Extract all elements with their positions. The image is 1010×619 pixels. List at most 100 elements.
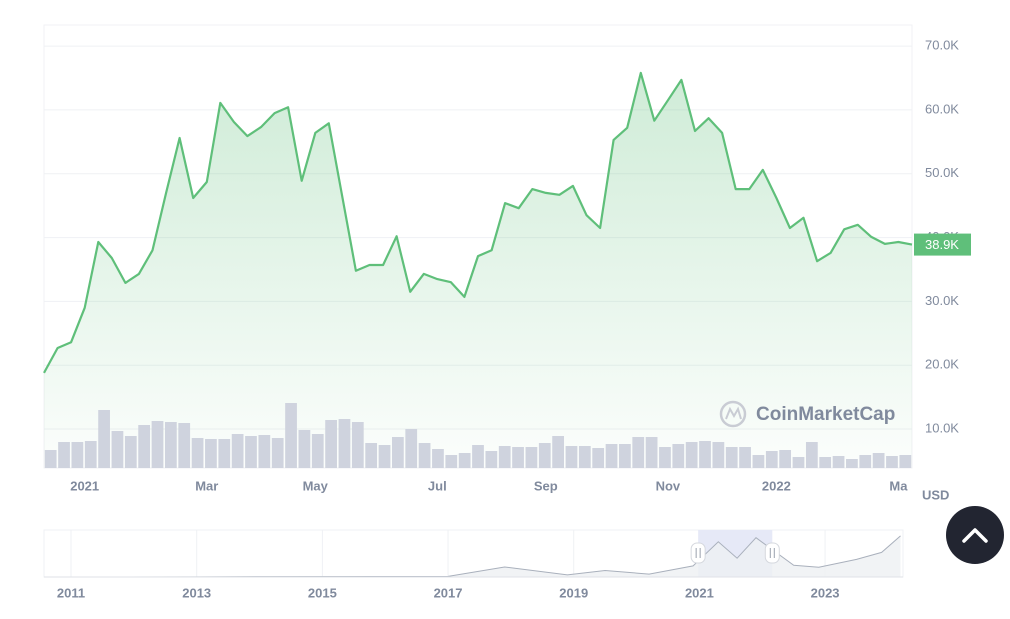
volume-bar — [699, 441, 711, 468]
watermark: CoinMarketCap — [719, 400, 895, 428]
area-gradient — [44, 72, 912, 469]
volume-bar — [712, 442, 725, 468]
volume-bar — [578, 446, 591, 468]
volume-bar — [819, 457, 832, 468]
volume-bar — [645, 437, 658, 468]
volume-bar — [245, 436, 257, 468]
price-line — [43, 71, 913, 374]
volume-bar — [472, 445, 484, 468]
x-tick-label: Jul — [428, 478, 447, 493]
y-tick-label: 10.0K — [925, 420, 959, 435]
x-tick-label: 2022 — [762, 478, 791, 493]
volume-bar — [792, 457, 805, 468]
volume-bar — [164, 422, 177, 468]
volume-bar — [432, 449, 444, 468]
y-tick-label: 30.0K — [925, 293, 959, 308]
y-tick-label: 60.0K — [925, 101, 959, 116]
volume-bar — [98, 410, 110, 468]
volume-bar — [846, 459, 858, 468]
volume-bar — [832, 456, 845, 468]
volume-bar — [805, 442, 818, 468]
volume-bar — [178, 423, 191, 468]
volume-bar — [231, 434, 244, 468]
volume-bar — [445, 455, 458, 468]
volume-bar — [632, 437, 645, 468]
volume-bar — [525, 447, 538, 468]
navigator-handle[interactable] — [690, 542, 706, 564]
volume-bar — [205, 439, 217, 468]
navigator-tick-label: 2021 — [685, 585, 714, 600]
handle-grip — [769, 548, 775, 558]
volume-bar — [84, 441, 97, 468]
volume-bar — [659, 447, 671, 468]
volume-bar — [552, 436, 564, 468]
watermark-text: CoinMarketCap — [756, 404, 895, 425]
x-tick-label: Mar — [195, 478, 218, 493]
handle-body — [764, 542, 780, 564]
volume-bar — [44, 450, 57, 468]
volume-bar — [752, 455, 765, 468]
volume-bar — [405, 429, 418, 468]
volume-bar — [111, 431, 124, 468]
volume-bar — [779, 450, 792, 468]
watermark-logo-mark — [725, 406, 742, 420]
volume-bar — [859, 455, 872, 468]
volume-bar — [311, 434, 324, 468]
scroll-top-button[interactable] — [946, 506, 1004, 564]
volume-bar — [458, 453, 471, 468]
volume-bar — [725, 447, 738, 468]
volume-bar — [271, 438, 284, 468]
volume-bar — [512, 447, 524, 468]
handle-grip — [695, 548, 701, 558]
navigator-tick-label: 2011 — [57, 585, 85, 600]
navigator-tick-label: 2013 — [182, 585, 211, 600]
volume-bar — [899, 455, 912, 468]
navigator-handle[interactable] — [764, 542, 780, 564]
x-tick-label: Sep — [534, 478, 558, 493]
volume-bar — [258, 435, 271, 468]
x-tick-label: Nov — [656, 478, 681, 493]
price-tag — [914, 233, 971, 256]
price-tag-label: 38.9K — [925, 237, 959, 252]
volume-bar — [218, 439, 231, 468]
volume-bar — [498, 446, 511, 468]
volume-bar — [538, 443, 551, 468]
volume-bar — [378, 445, 391, 468]
x-tick-label: May — [303, 478, 329, 493]
volume-bar — [285, 403, 297, 468]
volume-bar — [71, 442, 84, 468]
volume-bar — [58, 442, 70, 468]
volume-bar — [392, 437, 404, 468]
navigator-tick-label: 2019 — [559, 585, 588, 600]
navigator-tick-label: 2023 — [811, 585, 840, 600]
navigator-fill — [71, 535, 901, 577]
volume-bar — [191, 438, 204, 468]
volume-bar — [151, 421, 164, 468]
volume-bar — [592, 448, 605, 468]
volume-bar — [872, 453, 885, 468]
x-tick-label: Ma — [889, 478, 908, 493]
volume-bar — [124, 436, 137, 468]
volume-bar — [565, 446, 578, 468]
volume-bar — [351, 422, 364, 468]
volume-bar — [605, 444, 618, 468]
volume-bar — [365, 443, 378, 468]
x-tick-label: 2021 — [70, 478, 99, 493]
navigator-tick-label: 2017 — [434, 585, 463, 600]
navigator-line — [70, 535, 901, 578]
volume-bar — [886, 456, 898, 468]
y-axis-unit: USD — [922, 487, 949, 502]
volume-bar — [765, 451, 778, 468]
y-tick-label: 20.0K — [925, 357, 959, 372]
volume-bar — [418, 443, 431, 468]
volume-bar — [672, 444, 685, 468]
volume-bar — [325, 420, 337, 468]
handle-body — [690, 542, 706, 564]
volume-bar — [619, 444, 631, 468]
volume-bar — [338, 419, 351, 468]
volume-bar — [739, 447, 751, 468]
volume-bar — [298, 430, 311, 468]
volume-bar — [138, 425, 151, 468]
y-tick-label: 50.0K — [925, 165, 959, 180]
